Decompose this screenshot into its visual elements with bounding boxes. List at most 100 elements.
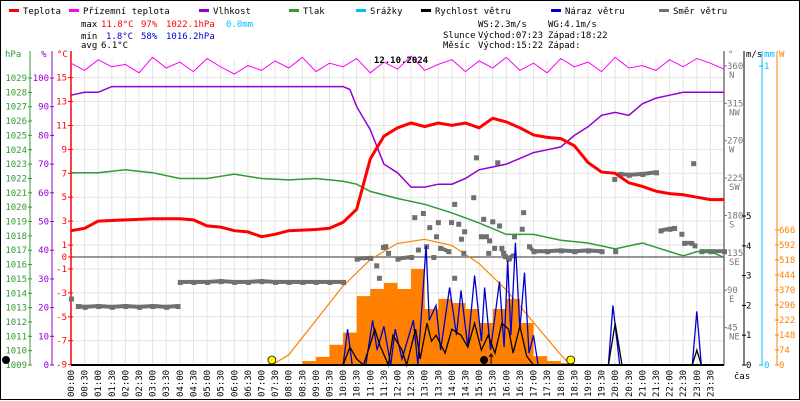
wind-direction-point — [327, 279, 333, 285]
time-tick-label: 06:30 — [244, 370, 254, 397]
wind-direction-point — [658, 228, 664, 234]
legend-swatch — [659, 9, 669, 12]
time-tick-label: 04:30 — [189, 370, 199, 397]
wind-direction-point — [395, 256, 401, 262]
legend-label: Náraz větru — [565, 7, 625, 17]
solar-tick-label: 592 — [779, 241, 795, 251]
wind-direction-point — [123, 304, 129, 310]
time-tick-label: 02:00 — [121, 370, 131, 397]
direction-tick-label: 90 — [727, 286, 738, 296]
wind-direction-point — [449, 220, 455, 226]
humidity-tick-label: 70 — [38, 160, 49, 170]
wind-direction-point — [691, 161, 697, 167]
temperature-tick-label: 9 — [62, 145, 67, 155]
sun-label: Slunce — [443, 31, 476, 41]
moonrise-arrow-icon — [488, 353, 494, 364]
wind-direction-point — [415, 247, 421, 253]
direction-compass-label: W — [729, 146, 735, 156]
legend-label: Srážky — [370, 7, 403, 17]
pressure-line — [71, 169, 725, 259]
wind-direction-point — [599, 249, 605, 255]
wind-direction-point — [692, 243, 698, 249]
stat-min-pressure: 1016.2hPa — [166, 32, 215, 42]
wind-direction-point — [471, 195, 477, 201]
time-tick-label: 18:00 — [557, 370, 567, 397]
wind-direction-point — [385, 250, 391, 256]
legend-swatch — [9, 9, 19, 12]
time-tick-label: 09:00 — [312, 370, 322, 397]
wind-tick-label: 2 — [746, 301, 751, 311]
wind-direction-point — [531, 249, 537, 255]
legend-label: Tlak — [303, 7, 325, 17]
time-tick-label: 23:00 — [693, 370, 703, 397]
time-tick-label: 00:30 — [81, 370, 91, 397]
time-tick-label: 12:00 — [394, 370, 404, 397]
sunset-time: Západ:18:22 — [548, 31, 608, 41]
temperature-tick-label: -7 — [56, 337, 67, 347]
stat-max-temp: 11.8°C — [101, 20, 134, 30]
time-tick-label: 05:00 — [203, 370, 213, 397]
wind-direction-point — [435, 220, 441, 226]
time-tick-label: 22:00 — [666, 370, 676, 397]
wind-direction-point — [617, 171, 623, 177]
rain-tick-label: 0 — [764, 361, 769, 371]
time-tick-label: 15:30 — [489, 370, 499, 397]
time-tick-label: 17:30 — [543, 370, 553, 397]
wind-direction-point — [374, 263, 380, 269]
pressure-tick-label: 1029 — [5, 74, 27, 84]
wind-direction-point — [682, 240, 688, 246]
wind-direction-point — [585, 248, 591, 254]
direction-tick-label: 45 — [727, 324, 738, 334]
wind-direction-point — [273, 279, 279, 285]
sunset-marker — [566, 355, 576, 365]
wind-direction-point — [486, 250, 492, 256]
stat-max-pressure: 1022.1hPa — [166, 20, 215, 30]
rain-axis-unit: mm — [764, 50, 775, 60]
wind-tick-label: 3 — [746, 272, 751, 282]
wind-direction-point — [259, 279, 265, 285]
direction-tick-label: 360 — [727, 62, 743, 72]
time-tick-label: 18:30 — [570, 370, 580, 397]
solar-tick-label: 518 — [779, 256, 795, 266]
wind-direction-point — [511, 253, 517, 259]
time-tick-label: 12:30 — [407, 370, 417, 397]
time-tick-label: 14:30 — [462, 370, 472, 397]
wind-direction-point — [150, 304, 156, 310]
time-tick-label: 00:00 — [67, 370, 77, 397]
temperature-axis-unit: °C — [57, 50, 68, 60]
humidity-tick-label: 0 — [44, 361, 49, 371]
wind-direction-point — [452, 275, 458, 281]
wind-direction-point — [69, 296, 74, 302]
pressure-tick-label: 1018 — [5, 232, 27, 242]
legend-swatch — [199, 9, 209, 12]
temperature-tick-label: -5 — [56, 313, 67, 323]
wind-direction-point — [300, 279, 306, 285]
temperature-tick-label: -3 — [56, 289, 67, 299]
wind-direction-point — [572, 249, 578, 255]
wind-direction-point — [689, 240, 695, 246]
wind-direction-point — [653, 170, 659, 176]
pressure-tick-label: 1026 — [5, 117, 27, 127]
time-tick-label: 03:30 — [162, 370, 172, 397]
wind-direction-point — [461, 250, 467, 256]
pressure-tick-label: 1020 — [5, 203, 27, 213]
time-tick-label: 19:30 — [598, 370, 608, 397]
solar-tick-label: 222 — [779, 316, 795, 326]
pressure-tick-label: 1019 — [5, 218, 27, 228]
time-tick-label: 23:30 — [706, 370, 716, 397]
humidity-tick-label: 20 — [38, 304, 49, 314]
direction-compass-label: SW — [729, 183, 740, 193]
legend-swatch — [421, 9, 431, 12]
pressure-axis-unit: hPa — [5, 50, 21, 60]
wind-direction-point — [177, 279, 183, 285]
wind-direction-point — [501, 250, 507, 256]
direction-compass-label: N — [729, 71, 734, 81]
time-tick-label: 06:00 — [230, 370, 240, 397]
stat-min-humidity: 58% — [141, 32, 158, 42]
wind-direction-point — [612, 176, 618, 182]
direction-tick-label: 270 — [727, 137, 743, 147]
pressure-tick-label: 1015 — [5, 275, 27, 285]
wind-direction-point — [109, 304, 115, 310]
direction-tick-label: 180 — [727, 211, 743, 221]
wind-direction-point — [462, 229, 468, 235]
